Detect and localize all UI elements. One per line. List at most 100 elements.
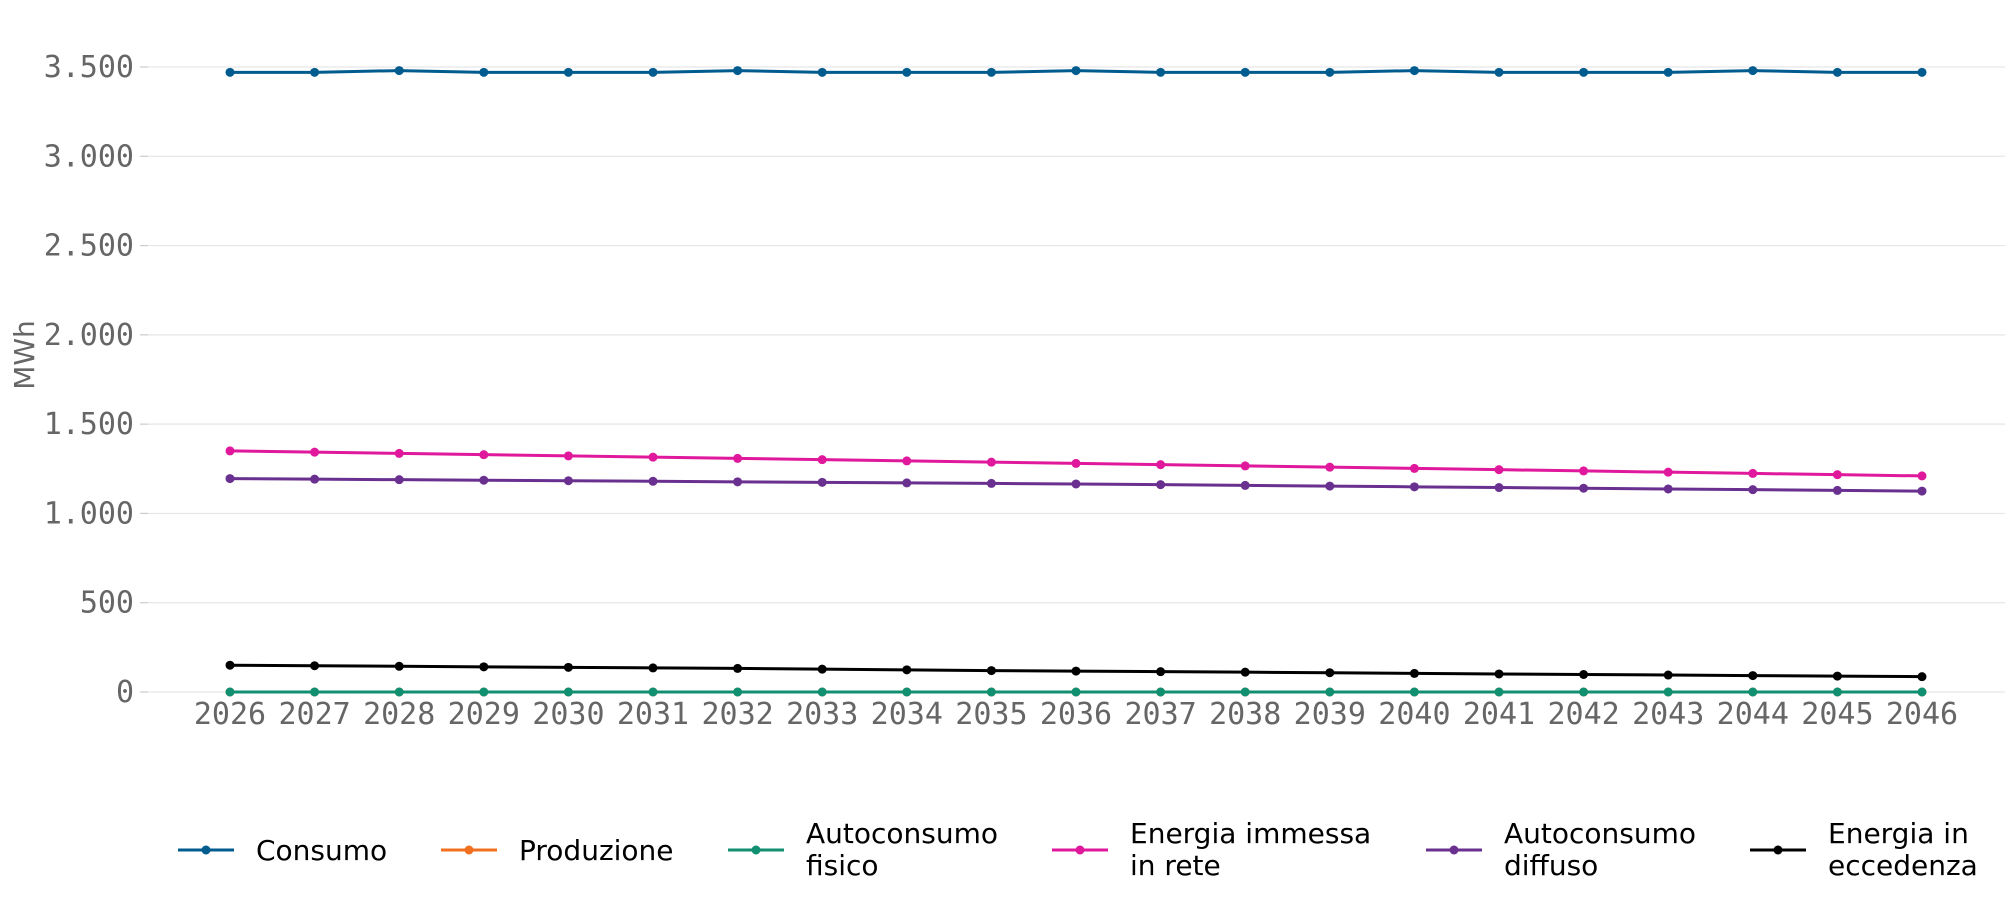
data-point [1917,67,1927,77]
data-point [1240,480,1250,490]
x-tick-label: 2040 [1378,697,1450,732]
data-point [1917,471,1927,481]
data-point [648,687,658,697]
data-point [817,67,827,77]
data-point [1240,687,1250,697]
y-tick-label: 2.000 [44,318,134,353]
data-point [1748,671,1758,681]
data-point [225,660,235,670]
x-tick-label: 2035 [955,697,1027,732]
data-point [394,687,404,697]
data-point [479,687,489,697]
data-point [563,687,573,697]
data-point [1917,486,1927,496]
y-axis-ticks: 0 500 1.000 1.500 2.000 2.500 3.000 3.500 [44,50,148,710]
data-point [310,474,320,484]
data-point [394,661,404,671]
data-point [1156,460,1166,470]
data-point [563,662,573,672]
legend-swatch-marker [751,845,761,855]
legend-swatch-marker [464,845,474,855]
y-tick-label: 3.500 [44,50,134,85]
grid-lines [148,66,2005,693]
data-point [733,663,743,673]
y-tick-label: 2.500 [44,229,134,264]
data-point [479,475,489,485]
legend-label: fisico [806,849,879,882]
data-point [225,446,235,456]
data-point [1325,668,1335,678]
y-tick-label: 0 [116,675,134,710]
data-point [648,663,658,673]
legend-label: Energia in [1828,817,1969,850]
data-point [1579,670,1589,679]
data-point [479,662,489,672]
data-point [1663,484,1673,494]
x-tick-label: 2039 [1294,697,1366,732]
data-point [986,67,996,77]
x-tick-label: 2034 [871,697,943,732]
x-tick-label: 2037 [1124,697,1196,732]
x-tick-label: 2046 [1886,697,1958,732]
x-tick-label: 2030 [532,697,604,732]
data-point [1494,67,1504,77]
data-point [1325,481,1335,491]
x-tick-label: 2031 [617,697,689,732]
data-point [817,687,827,697]
data-point [902,67,912,77]
data-point [1325,687,1335,697]
x-tick-label: 2029 [448,697,520,732]
x-tick-label: 2026 [194,697,266,732]
y-tick-label: 1.000 [44,496,134,531]
legend-item: Consumo [178,834,387,867]
data-point [1409,66,1419,76]
data-point [310,447,320,457]
data-point [1071,687,1081,697]
y-tick-label: 3.000 [44,139,134,174]
x-tick-label: 2045 [1801,697,1873,732]
data-point [902,456,912,466]
data-point [1832,687,1842,697]
x-tick-label: 2027 [278,697,350,732]
data-point [1663,467,1673,477]
legend-swatch-marker [1449,845,1459,855]
data-point [1832,485,1842,495]
series-energia-immessa-in-rete [225,446,1927,481]
data-point [1832,470,1842,480]
data-point [986,457,996,467]
data-point [1409,482,1419,492]
data-point [1156,687,1166,697]
data-point [648,67,658,77]
legend-swatch-marker [201,845,211,855]
data-point [225,687,235,697]
data-point [310,661,320,671]
data-point [394,448,404,458]
data-point [648,476,658,486]
x-tick-label: 2033 [786,697,858,732]
legend-label: Autoconsumo [1504,817,1696,850]
data-point [1579,67,1589,77]
series-consumo [225,66,1927,77]
data-point [563,451,573,461]
data-point [1748,485,1758,495]
series-autoconsumo-fisico [225,687,1927,697]
data-point [1240,461,1250,471]
data-point [1748,687,1758,697]
series-layer [225,66,1927,697]
data-point [1071,458,1081,468]
data-point [648,452,658,462]
data-point [1409,463,1419,473]
data-point [1663,670,1673,680]
series-energia-in-eccedenza [225,660,1927,682]
data-point [1409,668,1419,678]
legend-swatch-marker [1773,845,1783,855]
data-point [902,665,912,675]
y-axis-label: MWh [8,320,41,390]
data-point [394,475,404,485]
data-point [1494,669,1504,679]
data-point [1579,483,1589,493]
legend-label: Energia immessa [1130,817,1371,850]
data-point [394,66,404,76]
